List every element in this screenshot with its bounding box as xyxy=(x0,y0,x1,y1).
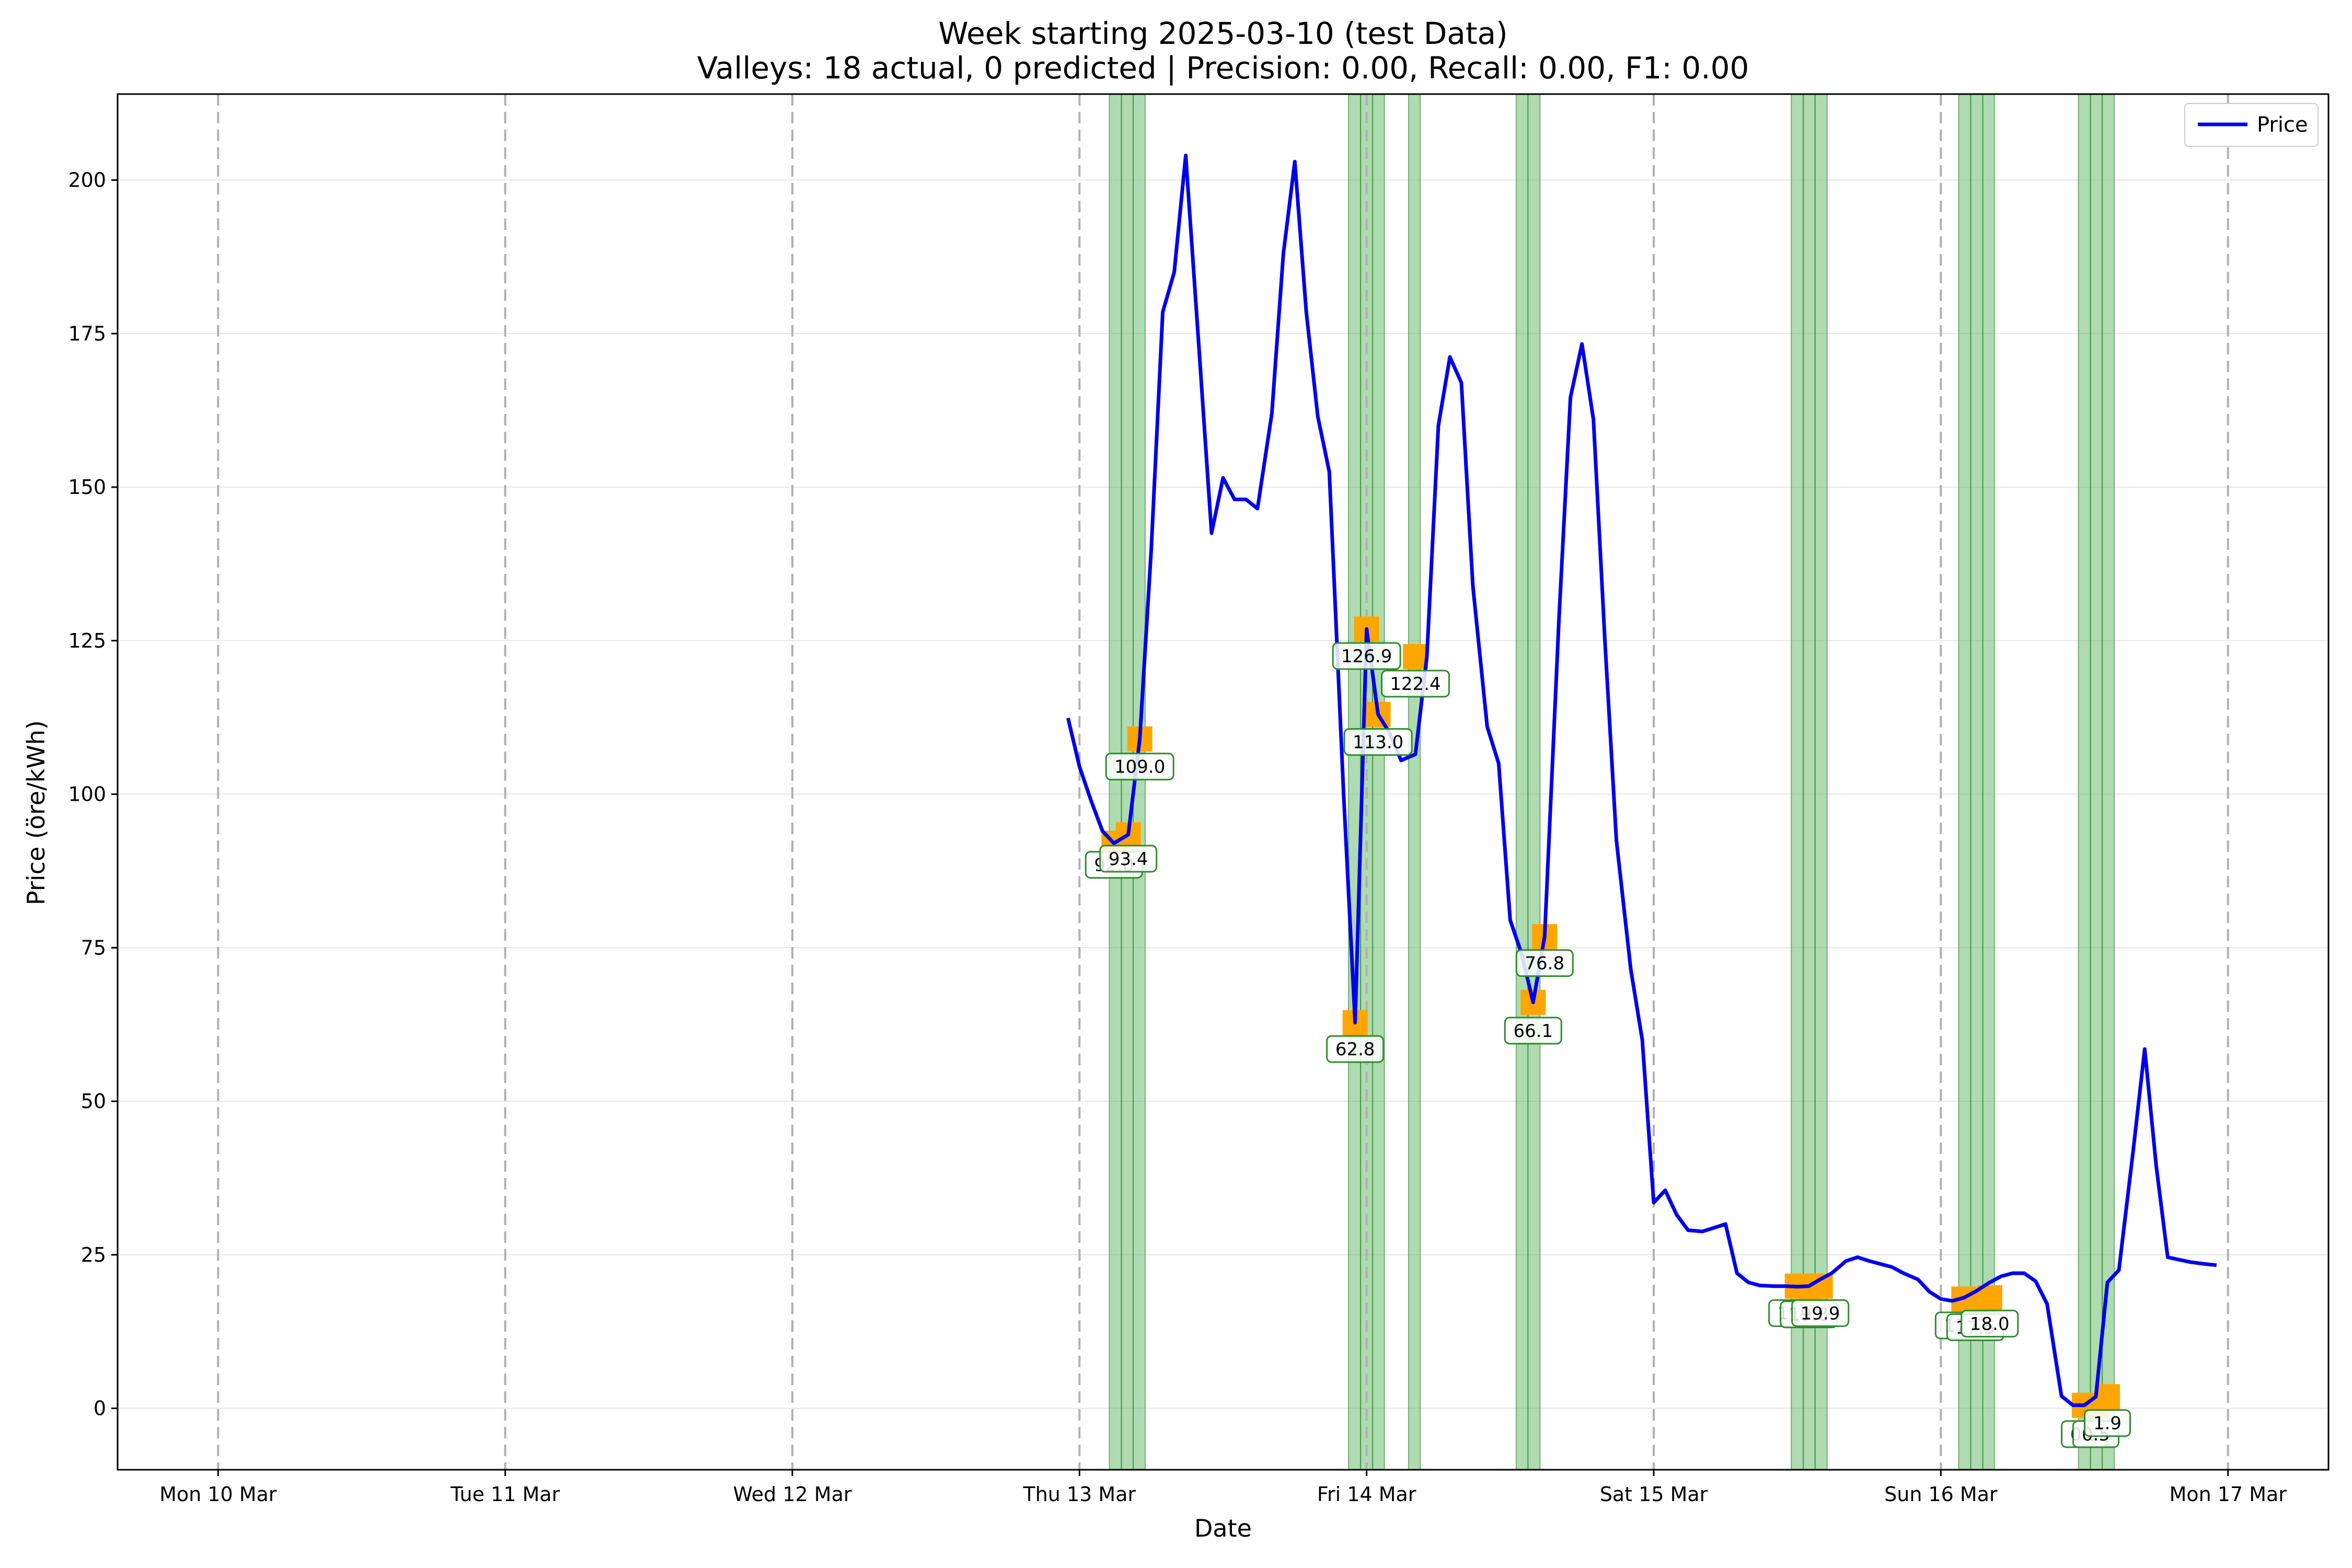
y-axis-ticks: 0 25 50 75 100 125 150 175 200 xyxy=(68,169,118,1420)
legend-label-price: Price xyxy=(2257,113,2308,137)
valley-annotation: 18.0 xyxy=(1961,1309,2019,1338)
annotation-label: 113.0 xyxy=(1353,732,1403,753)
annotation-box xyxy=(1381,670,1450,698)
annotation-label: 66.1 xyxy=(1513,1021,1553,1042)
x-tick-label: Thu 13 Mar xyxy=(1023,1483,1136,1506)
valley-annotation: 113.0 xyxy=(1343,728,1413,756)
chart-subtitle: Valleys: 18 actual, 0 predicted | Precis… xyxy=(697,50,1749,86)
valley-annotations: 92.093.4109.062.8126.9113.0122.466.176.8… xyxy=(1085,642,2131,1448)
annotation-box xyxy=(1791,1299,1850,1327)
valley-annotation: 1.9 xyxy=(2084,1409,2131,1437)
x-axis-ticks: Mon 10 Mar Tue 11 Mar Wed 12 Mar Thu 13 Mar… xyxy=(159,1470,2287,1506)
valley-marker xyxy=(1403,644,1428,670)
y-tick-label: 200 xyxy=(68,169,106,192)
annotation-label: 126.9 xyxy=(1341,646,1392,667)
annotation-label: 62.8 xyxy=(1335,1039,1375,1060)
valley-annotation: 122.4 xyxy=(1381,670,1450,698)
valley-band xyxy=(1958,94,1971,1470)
chart-title: Week starting 2025-03-10 (test Data) xyxy=(938,16,1508,51)
valley-annotation: 93.4 xyxy=(1099,845,1158,873)
x-tick-label: Mon 17 Mar xyxy=(2170,1483,2287,1506)
valley-band xyxy=(1515,94,1529,1470)
x-tick-label: Mon 10 Mar xyxy=(159,1483,277,1506)
valley-band xyxy=(2078,94,2091,1470)
x-axis-label: Date xyxy=(1194,1514,1252,1542)
annotation-box xyxy=(1343,728,1413,756)
y-tick-label: 100 xyxy=(68,783,106,806)
annotation-box xyxy=(1332,642,1401,670)
annotation-label: 18.0 xyxy=(1970,1313,2010,1334)
y-axis-label: Price (öre/kWh) xyxy=(22,720,50,905)
price-line xyxy=(1066,154,2217,1408)
y-tick-label: 175 xyxy=(68,322,106,345)
valley-band xyxy=(1791,94,1804,1470)
y-tick-label: 75 xyxy=(81,936,106,959)
annotation-label: 19.9 xyxy=(1801,1303,1840,1324)
annotation-box xyxy=(1961,1309,2019,1338)
legend-box xyxy=(2184,103,2319,147)
valley-band xyxy=(1527,94,1541,1470)
annotation-box xyxy=(1504,1017,1562,1045)
annotation-label: 93.4 xyxy=(1109,849,1148,870)
x-tick-label: Tue 11 Mar xyxy=(450,1483,560,1506)
valley-band xyxy=(1803,94,1816,1470)
valley-annotation: 19.9 xyxy=(1791,1299,1850,1327)
x-tick-label: Sat 15 Mar xyxy=(1600,1483,1708,1506)
annotation-box xyxy=(1105,753,1174,781)
valley-marker xyxy=(2095,1384,2120,1410)
x-tick-label: Sun 16 Mar xyxy=(1884,1483,1998,1506)
x-tick-label: Fri 14 Mar xyxy=(1317,1483,1416,1506)
annotation-box xyxy=(1099,845,1158,873)
valley-annotation: 62.8 xyxy=(1326,1035,1385,1063)
valley-band xyxy=(2102,94,2115,1470)
y-tick-label: 25 xyxy=(81,1243,106,1266)
valley-band xyxy=(2090,94,2103,1470)
valley-band xyxy=(1970,94,1984,1470)
valley-band xyxy=(1408,94,1421,1470)
annotation-box xyxy=(2084,1409,2131,1437)
legend: Price xyxy=(2184,103,2319,147)
x-tick-label: Wed 12 Mar xyxy=(733,1483,851,1506)
grid-lines xyxy=(118,179,2328,1409)
valley-band xyxy=(1814,94,1828,1470)
valley-annotation: 109.0 xyxy=(1105,753,1174,781)
y-tick-label: 50 xyxy=(81,1090,106,1113)
annotation-box xyxy=(1515,949,1574,977)
valley-band xyxy=(1348,94,1362,1470)
annotation-box xyxy=(1326,1035,1385,1063)
price-series xyxy=(1066,154,2217,1408)
plot-frame xyxy=(117,93,2330,1471)
day-dividers xyxy=(217,94,2229,1470)
valley-annotation: 126.9 xyxy=(1332,642,1401,670)
annotation-label: 76.8 xyxy=(1525,953,1564,974)
y-tick-label: 0 xyxy=(94,1397,106,1420)
y-tick-label: 125 xyxy=(68,629,106,652)
valley-band xyxy=(1109,94,1122,1470)
annotation-label: 122.4 xyxy=(1390,674,1440,695)
valley-annotation: 66.1 xyxy=(1504,1017,1562,1045)
annotation-label: 109.0 xyxy=(1114,757,1165,778)
y-tick-label: 150 xyxy=(68,476,106,499)
valley-band xyxy=(1121,94,1134,1470)
valley-band xyxy=(1372,94,1385,1470)
valley-annotation: 76.8 xyxy=(1515,949,1574,977)
annotation-label: 1.9 xyxy=(2093,1413,2122,1434)
valley-band xyxy=(1982,94,1996,1470)
